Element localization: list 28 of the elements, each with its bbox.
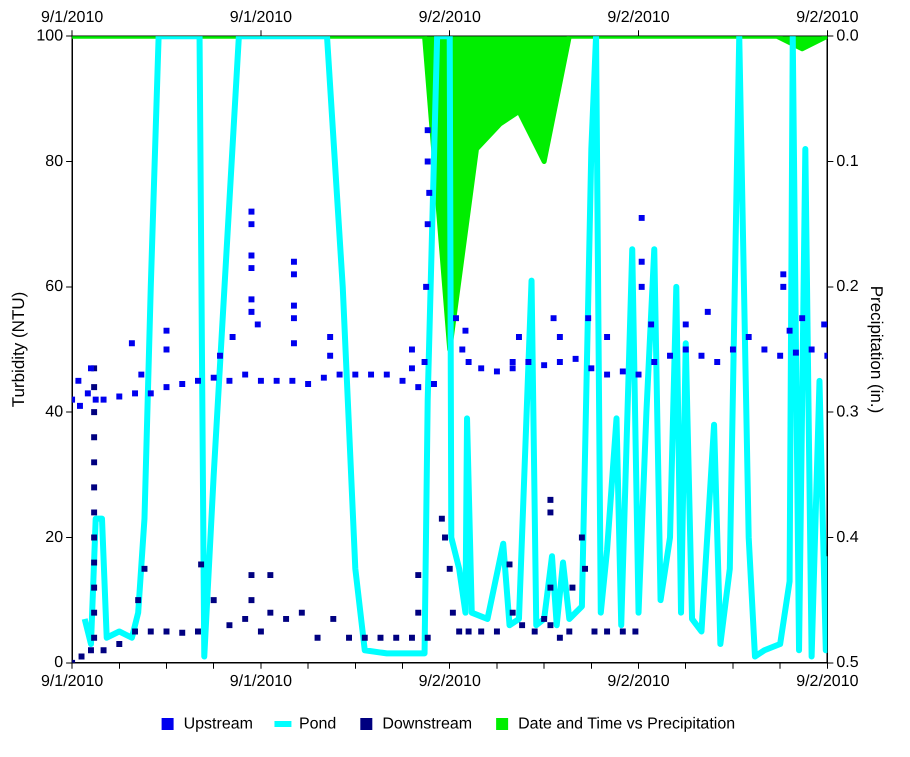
y2-tick-label: 0.2: [836, 278, 859, 296]
x-tick-label: 9/2/2010: [796, 672, 859, 690]
y-tick-label: 0: [54, 654, 64, 672]
x-tick-label: 9/2/2010: [607, 672, 670, 690]
y-tick-label: 40: [45, 404, 64, 421]
x2-tick-label: 9/2/2010: [418, 9, 481, 26]
legend-label: Downstream: [382, 715, 472, 732]
legend-label: Pond: [298, 715, 336, 732]
x2-tick-label: 9/2/2010: [607, 9, 670, 26]
x2-tick-label: 9/1/2010: [230, 9, 292, 26]
y-tick-label: 60: [45, 278, 64, 296]
legend-label: Date and Time vs Precipitation: [518, 715, 736, 732]
y2-tick-label: 0.3: [836, 404, 859, 421]
x-tick-label: 9/1/2010: [40, 672, 104, 690]
x-tick-label: 9/1/2010: [230, 672, 292, 690]
y2-tick-label: 0.0: [836, 28, 859, 45]
y-tick-label: 100: [36, 28, 64, 45]
x2-tick-label: 9/1/2010: [40, 9, 104, 26]
y2-tick-label: 0.4: [836, 528, 859, 546]
legend-label: Upstream: [184, 715, 253, 732]
y-tick-label: 80: [45, 152, 64, 170]
y2-axis-title: Precipitation (in.): [867, 286, 886, 414]
x2-tick-label: 9/2/2010: [796, 9, 859, 26]
y2-tick-label: 0.1: [836, 152, 859, 170]
y2-tick-label: 0.5: [836, 654, 859, 672]
x-tick-label: 9/2/2010: [418, 672, 481, 690]
y-tick-label: 20: [45, 528, 64, 546]
y-axis-title: Turbidity (NTU): [8, 292, 28, 408]
